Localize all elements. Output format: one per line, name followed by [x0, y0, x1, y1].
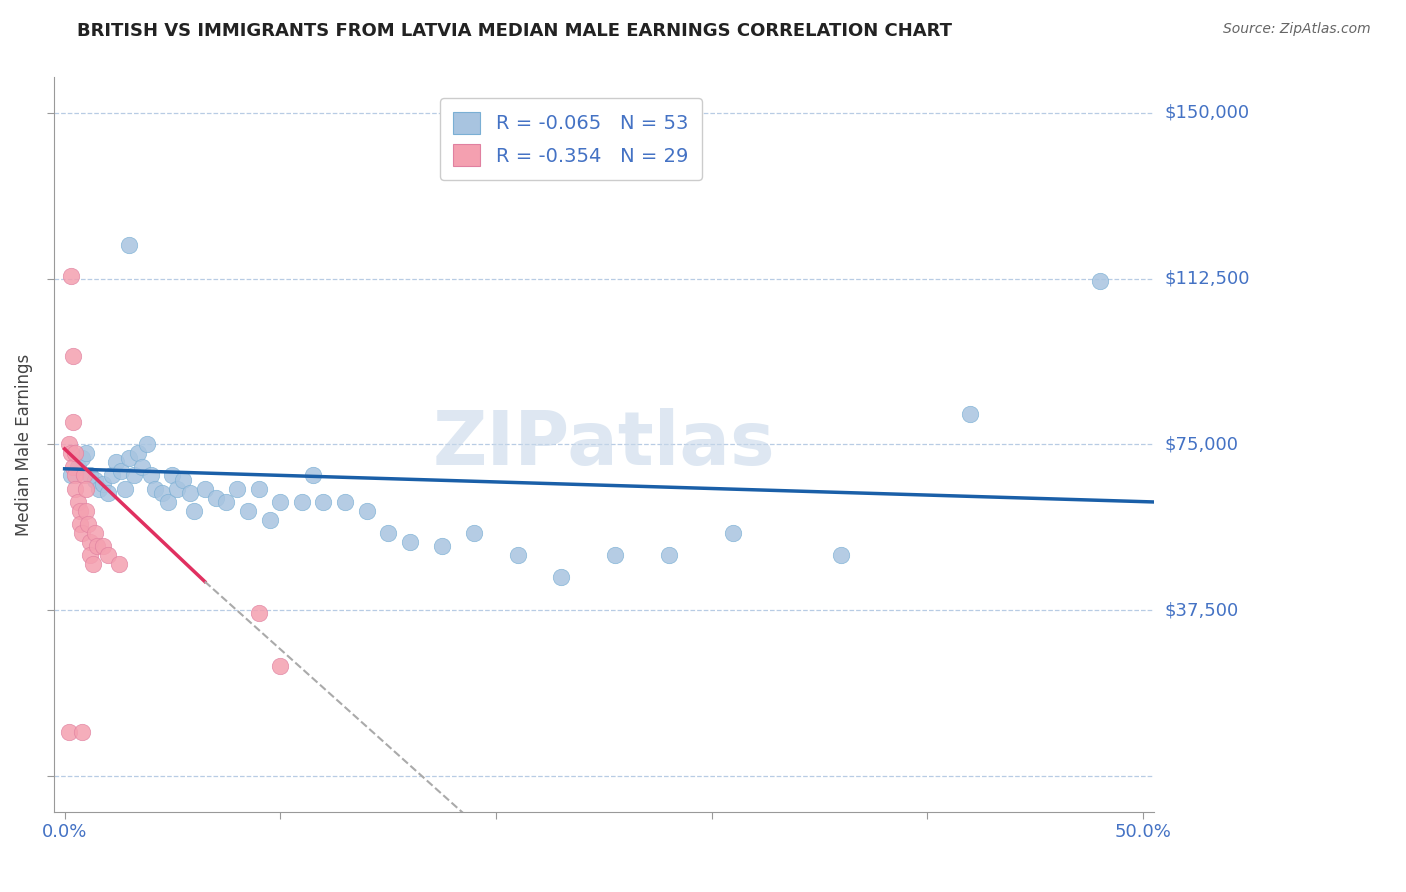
- Point: [65, 468, 87, 483]
- Point: [65, 482, 87, 496]
- Point: [463, 525, 485, 540]
- Point: [247, 482, 270, 496]
- Point: [430, 539, 453, 553]
- Point: [226, 482, 249, 496]
- Point: [62, 459, 84, 474]
- Point: [89, 482, 111, 496]
- Point: [86, 539, 108, 553]
- Point: [114, 482, 136, 496]
- Point: [204, 491, 226, 505]
- Point: [79, 534, 101, 549]
- Point: [62, 349, 84, 363]
- Point: [179, 486, 201, 500]
- Point: [97, 548, 120, 562]
- Point: [139, 468, 162, 483]
- Point: [143, 482, 166, 496]
- Point: [259, 513, 281, 527]
- Point: [162, 468, 184, 483]
- Point: [65, 446, 87, 460]
- Point: [93, 477, 115, 491]
- Point: [97, 486, 120, 500]
- Point: [194, 482, 217, 496]
- Legend: R = -0.065   N = 53, R = -0.354   N = 29: R = -0.065 N = 53, R = -0.354 N = 29: [440, 98, 702, 180]
- Point: [69, 517, 91, 532]
- Point: [66, 459, 89, 474]
- Point: [312, 495, 335, 509]
- Point: [236, 504, 259, 518]
- Point: [150, 486, 173, 500]
- Point: [105, 455, 128, 469]
- Point: [58, 725, 80, 739]
- Point: [60, 446, 83, 460]
- Point: [398, 534, 420, 549]
- Text: Source: ZipAtlas.com: Source: ZipAtlas.com: [1223, 22, 1371, 37]
- Point: [70, 725, 93, 739]
- Point: [657, 548, 679, 562]
- Point: [73, 468, 96, 483]
- Point: [131, 459, 153, 474]
- Point: [101, 468, 124, 483]
- Point: [77, 517, 100, 532]
- Point: [83, 473, 105, 487]
- Point: [269, 495, 291, 509]
- Text: BRITISH VS IMMIGRANTS FROM LATVIA MEDIAN MALE EARNINGS CORRELATION CHART: BRITISH VS IMMIGRANTS FROM LATVIA MEDIAN…: [77, 22, 952, 40]
- Point: [291, 495, 314, 509]
- Point: [215, 495, 238, 509]
- Point: [122, 468, 145, 483]
- Point: [75, 504, 97, 518]
- Point: [75, 446, 97, 460]
- Point: [118, 450, 141, 465]
- Point: [93, 539, 115, 553]
- Point: [333, 495, 356, 509]
- Point: [135, 437, 157, 451]
- Text: $75,000: $75,000: [1166, 435, 1239, 453]
- Point: [157, 495, 180, 509]
- Point: [70, 525, 93, 540]
- Point: [79, 548, 101, 562]
- Point: [172, 473, 194, 487]
- Point: [79, 468, 101, 483]
- Point: [166, 482, 188, 496]
- Point: [550, 570, 572, 584]
- Point: [301, 468, 323, 483]
- Point: [62, 416, 84, 430]
- Point: [75, 482, 97, 496]
- Y-axis label: Median Male Earnings: Median Male Earnings: [15, 353, 32, 535]
- Point: [69, 504, 91, 518]
- Point: [107, 557, 129, 571]
- Point: [58, 437, 80, 451]
- Point: [247, 606, 270, 620]
- Text: $112,500: $112,500: [1166, 269, 1250, 287]
- Text: ZIPatlas: ZIPatlas: [433, 408, 775, 481]
- Point: [721, 525, 744, 540]
- Point: [603, 548, 626, 562]
- Text: $37,500: $37,500: [1166, 601, 1239, 619]
- Point: [830, 548, 852, 562]
- Point: [110, 464, 132, 478]
- Point: [356, 504, 378, 518]
- Point: [269, 658, 291, 673]
- Point: [60, 269, 83, 284]
- Point: [83, 525, 105, 540]
- Point: [82, 557, 104, 571]
- Point: [118, 238, 141, 252]
- Point: [959, 407, 981, 421]
- Point: [183, 504, 205, 518]
- Point: [377, 525, 399, 540]
- Text: $150,000: $150,000: [1166, 103, 1250, 122]
- Point: [60, 468, 83, 483]
- Point: [66, 495, 89, 509]
- Point: [70, 450, 93, 465]
- Point: [1088, 274, 1111, 288]
- Point: [506, 548, 529, 562]
- Point: [127, 446, 149, 460]
